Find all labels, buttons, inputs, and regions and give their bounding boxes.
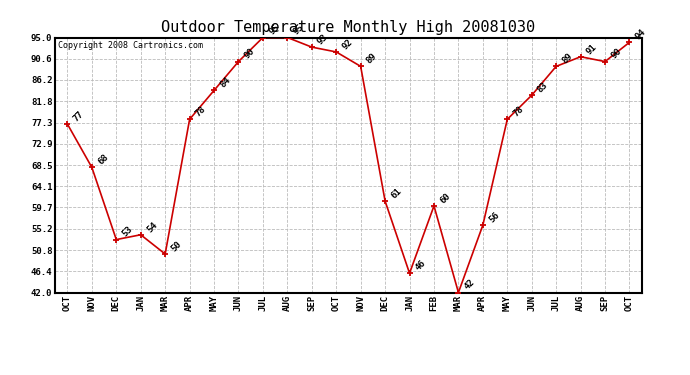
Text: 94: 94: [633, 28, 648, 42]
Text: 95: 95: [291, 23, 306, 37]
Text: 92: 92: [340, 37, 355, 51]
Text: Copyright 2008 Cartronics.com: Copyright 2008 Cartronics.com: [58, 41, 203, 50]
Text: 91: 91: [584, 42, 599, 56]
Text: 61: 61: [389, 186, 403, 200]
Text: 42: 42: [462, 278, 477, 292]
Text: 68: 68: [96, 153, 110, 166]
Text: 46: 46: [414, 258, 428, 273]
Text: 95: 95: [267, 23, 281, 37]
Text: 50: 50: [169, 239, 184, 253]
Text: 89: 89: [365, 52, 379, 66]
Text: 93: 93: [316, 32, 330, 46]
Title: Outdoor Temperature Monthly High 20081030: Outdoor Temperature Monthly High 2008103…: [161, 20, 535, 35]
Text: 77: 77: [72, 110, 86, 123]
Text: 84: 84: [218, 76, 232, 90]
Text: 89: 89: [560, 52, 574, 66]
Text: 90: 90: [609, 47, 623, 61]
Text: 56: 56: [487, 210, 501, 224]
Text: 83: 83: [536, 81, 550, 94]
Text: 60: 60: [438, 191, 452, 205]
Text: 54: 54: [145, 220, 159, 234]
Text: 90: 90: [243, 47, 257, 61]
Text: 78: 78: [194, 105, 208, 118]
Text: 78: 78: [511, 105, 525, 118]
Text: 53: 53: [121, 225, 135, 239]
